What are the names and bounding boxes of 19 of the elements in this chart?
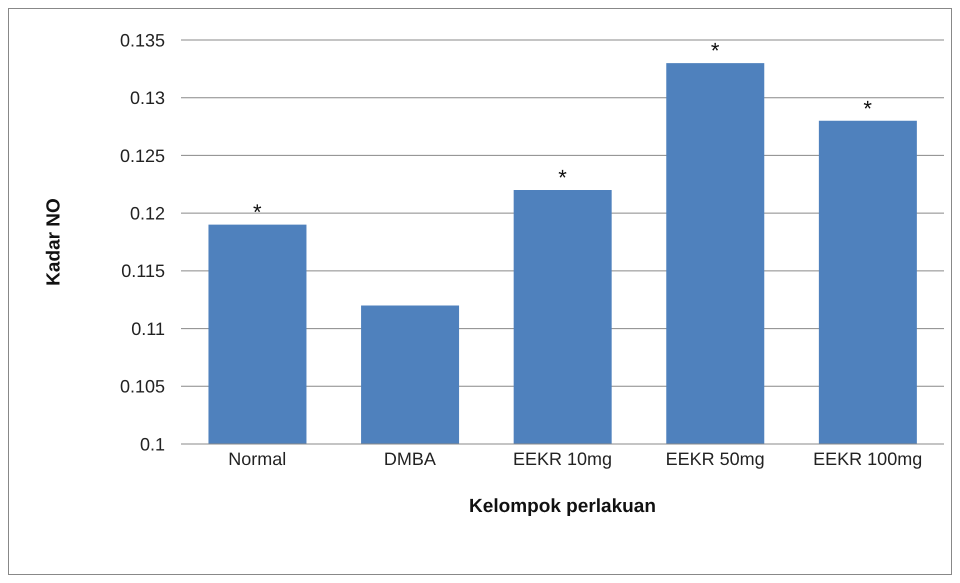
x-tick-label: DMBA: [384, 448, 436, 469]
x-tick-label: EEKR 10mg: [512, 448, 612, 469]
x-axis-title: Kelompok perlakuan: [469, 496, 656, 517]
annotation: *: [863, 96, 872, 121]
x-tick-label: Normal: [228, 448, 286, 469]
y-tick-label: 0.13: [130, 88, 165, 108]
x-tick-label: EEKR 100mg: [813, 448, 922, 469]
annotation: *: [710, 38, 720, 64]
annotation: *: [558, 165, 568, 190]
y-axis-title: Kadar NO: [44, 198, 65, 286]
annotation: *: [253, 200, 262, 225]
y-tick-label: 0.115: [121, 261, 165, 282]
y-tick-label: 0.135: [120, 30, 165, 50]
x-tick-label: EEKR 50mg: [666, 448, 765, 469]
y-tick-label: 0.12: [130, 204, 165, 224]
y-tick-label: 0.11: [131, 318, 165, 339]
y-tick-label: 0.105: [120, 376, 165, 397]
y-tick-label: 0.125: [120, 146, 165, 166]
y-tick-label: 0.1: [140, 434, 165, 454]
